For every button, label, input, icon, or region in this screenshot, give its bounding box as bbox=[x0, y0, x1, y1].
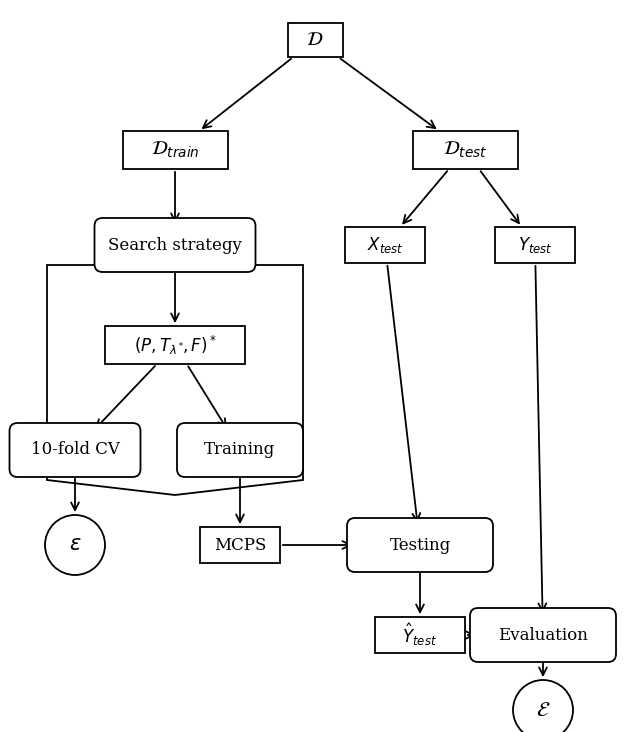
FancyBboxPatch shape bbox=[413, 131, 517, 169]
Text: $X_{test}$: $X_{test}$ bbox=[367, 235, 403, 255]
Text: 10-fold CV: 10-fold CV bbox=[31, 441, 120, 458]
Text: $Y_{test}$: $Y_{test}$ bbox=[518, 235, 553, 255]
FancyBboxPatch shape bbox=[495, 227, 575, 263]
Text: $(P,T_{\lambda^*}\!,F)^*$: $(P,T_{\lambda^*}\!,F)^*$ bbox=[134, 334, 217, 356]
FancyBboxPatch shape bbox=[9, 423, 140, 477]
FancyBboxPatch shape bbox=[200, 527, 280, 563]
FancyBboxPatch shape bbox=[470, 608, 616, 662]
Text: Search strategy: Search strategy bbox=[108, 236, 242, 253]
FancyBboxPatch shape bbox=[94, 218, 256, 272]
Circle shape bbox=[45, 515, 105, 575]
FancyBboxPatch shape bbox=[345, 227, 425, 263]
Circle shape bbox=[513, 680, 573, 732]
FancyBboxPatch shape bbox=[287, 23, 343, 57]
FancyBboxPatch shape bbox=[177, 423, 303, 477]
Text: Testing: Testing bbox=[389, 537, 450, 553]
Text: MCPS: MCPS bbox=[214, 537, 266, 553]
Text: $\mathcal{E}$: $\mathcal{E}$ bbox=[536, 701, 550, 720]
Text: $\mathcal{D}$: $\mathcal{D}$ bbox=[306, 31, 324, 49]
FancyBboxPatch shape bbox=[122, 131, 227, 169]
Text: $\hat{Y}_{test}$: $\hat{Y}_{test}$ bbox=[403, 621, 437, 649]
FancyBboxPatch shape bbox=[105, 326, 245, 364]
Text: Training: Training bbox=[204, 441, 276, 458]
FancyBboxPatch shape bbox=[347, 518, 493, 572]
Text: $\mathcal{D}_{test}$: $\mathcal{D}_{test}$ bbox=[443, 140, 487, 160]
Text: $\mathcal{D}_{train}$: $\mathcal{D}_{train}$ bbox=[151, 140, 199, 160]
Text: $\epsilon$: $\epsilon$ bbox=[69, 536, 81, 555]
FancyBboxPatch shape bbox=[375, 617, 465, 653]
Text: Evaluation: Evaluation bbox=[498, 627, 588, 643]
